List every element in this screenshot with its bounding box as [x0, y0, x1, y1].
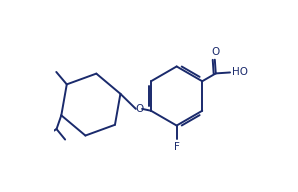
Text: O: O: [135, 104, 143, 114]
Text: O: O: [212, 47, 220, 57]
Text: HO: HO: [232, 67, 248, 77]
Text: F: F: [174, 142, 180, 151]
